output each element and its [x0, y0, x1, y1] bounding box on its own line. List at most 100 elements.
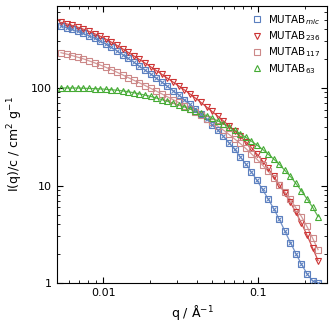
MUTAB$_{mic}$: [294, 252, 298, 256]
MUTAB$_{63}$: [232, 128, 236, 132]
MUTAB$_{236}$: [311, 246, 315, 250]
MUTAB$_{236}$: [244, 140, 248, 144]
MUTAB$_{236}$: [154, 69, 158, 72]
MUTAB$_{236}$: [255, 152, 259, 156]
MUTAB$_{236}$: [59, 20, 63, 24]
MUTAB$_{117}$: [316, 248, 320, 252]
MUTAB$_{236}$: [177, 84, 181, 88]
MUTAB$_{63}$: [238, 132, 242, 136]
MUTAB$_{117}$: [126, 75, 130, 79]
MUTAB$_{63}$: [166, 99, 169, 103]
MUTAB$_{mic}$: [272, 207, 276, 211]
MUTAB$_{63}$: [188, 107, 192, 111]
MUTAB$_{117}$: [132, 78, 136, 82]
Y-axis label: I(q)/c / cm$^{2}$ g$^{-1}$: I(q)/c / cm$^{2}$ g$^{-1}$: [6, 96, 25, 192]
MUTAB$_{117}$: [199, 113, 203, 117]
MUTAB$_{mic}$: [70, 28, 74, 31]
MUTAB$_{236}$: [182, 88, 186, 92]
MUTAB$_{mic}$: [283, 229, 287, 233]
MUTAB$_{117}$: [311, 236, 315, 240]
MUTAB$_{63}$: [121, 89, 125, 93]
MUTAB$_{63}$: [81, 86, 85, 90]
MUTAB$_{236}$: [199, 100, 203, 104]
MUTAB$_{236}$: [93, 32, 97, 36]
MUTAB$_{236}$: [283, 192, 287, 195]
MUTAB$_{117}$: [171, 98, 175, 102]
MUTAB$_{63}$: [59, 86, 63, 90]
MUTAB$_{117}$: [193, 110, 197, 114]
MUTAB$_{236}$: [126, 51, 130, 54]
MUTAB$_{mic}$: [277, 217, 281, 221]
MUTAB$_{117}$: [277, 183, 281, 187]
MUTAB$_{117}$: [305, 224, 309, 228]
MUTAB$_{236}$: [305, 233, 309, 237]
MUTAB$_{mic}$: [143, 68, 147, 72]
MUTAB$_{mic}$: [227, 141, 231, 145]
MUTAB$_{mic}$: [311, 279, 315, 283]
MUTAB$_{117}$: [154, 89, 158, 93]
MUTAB$_{117}$: [227, 132, 231, 136]
MUTAB$_{63}$: [221, 122, 225, 126]
MUTAB$_{mic}$: [182, 98, 186, 102]
MUTAB$_{236}$: [138, 57, 142, 61]
MUTAB$_{117}$: [177, 100, 181, 104]
MUTAB$_{236}$: [166, 76, 169, 80]
MUTAB$_{117}$: [272, 176, 276, 180]
MUTAB$_{117}$: [249, 152, 253, 156]
MUTAB$_{63}$: [299, 189, 303, 193]
Line: MUTAB$_{mic}$: MUTAB$_{mic}$: [58, 23, 321, 286]
MUTAB$_{117}$: [65, 52, 69, 56]
MUTAB$_{63}$: [205, 114, 209, 118]
Line: MUTAB$_{63}$: MUTAB$_{63}$: [58, 85, 321, 219]
MUTAB$_{117}$: [299, 215, 303, 218]
MUTAB$_{236}$: [171, 80, 175, 84]
MUTAB$_{236}$: [221, 119, 225, 123]
MUTAB$_{63}$: [311, 205, 315, 209]
MUTAB$_{mic}$: [299, 262, 303, 266]
MUTAB$_{63}$: [138, 92, 142, 96]
MUTAB$_{63}$: [266, 152, 270, 156]
MUTAB$_{63}$: [115, 88, 119, 92]
MUTAB$_{236}$: [249, 146, 253, 150]
MUTAB$_{mic}$: [193, 107, 197, 111]
MUTAB$_{mic}$: [149, 72, 153, 76]
MUTAB$_{117}$: [138, 81, 142, 85]
MUTAB$_{236}$: [210, 110, 214, 113]
MUTAB$_{63}$: [316, 215, 320, 218]
MUTAB$_{mic}$: [166, 84, 169, 88]
MUTAB$_{117}$: [216, 124, 220, 128]
MUTAB$_{236}$: [188, 92, 192, 96]
MUTAB$_{63}$: [260, 147, 264, 151]
MUTAB$_{236}$: [227, 124, 231, 128]
MUTAB$_{117}$: [81, 57, 85, 61]
MUTAB$_{236}$: [115, 44, 119, 48]
MUTAB$_{mic}$: [132, 60, 136, 64]
MUTAB$_{mic}$: [244, 162, 248, 166]
MUTAB$_{117}$: [266, 169, 270, 173]
MUTAB$_{mic}$: [249, 170, 253, 174]
MUTAB$_{117}$: [232, 137, 236, 141]
MUTAB$_{236}$: [260, 159, 264, 163]
MUTAB$_{mic}$: [160, 80, 164, 84]
MUTAB$_{236}$: [299, 221, 303, 225]
MUTAB$_{117}$: [166, 95, 169, 99]
MUTAB$_{mic}$: [76, 30, 80, 33]
MUTAB$_{236}$: [193, 96, 197, 100]
MUTAB$_{mic}$: [221, 134, 225, 138]
MUTAB$_{63}$: [199, 111, 203, 115]
MUTAB$_{mic}$: [210, 123, 214, 127]
MUTAB$_{117}$: [182, 104, 186, 108]
MUTAB$_{mic}$: [260, 188, 264, 192]
MUTAB$_{mic}$: [266, 197, 270, 201]
MUTAB$_{236}$: [121, 47, 125, 51]
MUTAB$_{236}$: [160, 72, 164, 76]
X-axis label: q / Å$^{-1}$: q / Å$^{-1}$: [170, 303, 213, 322]
MUTAB$_{mic}$: [216, 128, 220, 132]
MUTAB$_{63}$: [104, 87, 108, 91]
MUTAB$_{mic}$: [171, 89, 175, 92]
MUTAB$_{236}$: [87, 29, 91, 33]
MUTAB$_{63}$: [132, 91, 136, 95]
MUTAB$_{63}$: [93, 87, 97, 91]
MUTAB$_{236}$: [205, 105, 209, 109]
MUTAB$_{mic}$: [255, 178, 259, 182]
